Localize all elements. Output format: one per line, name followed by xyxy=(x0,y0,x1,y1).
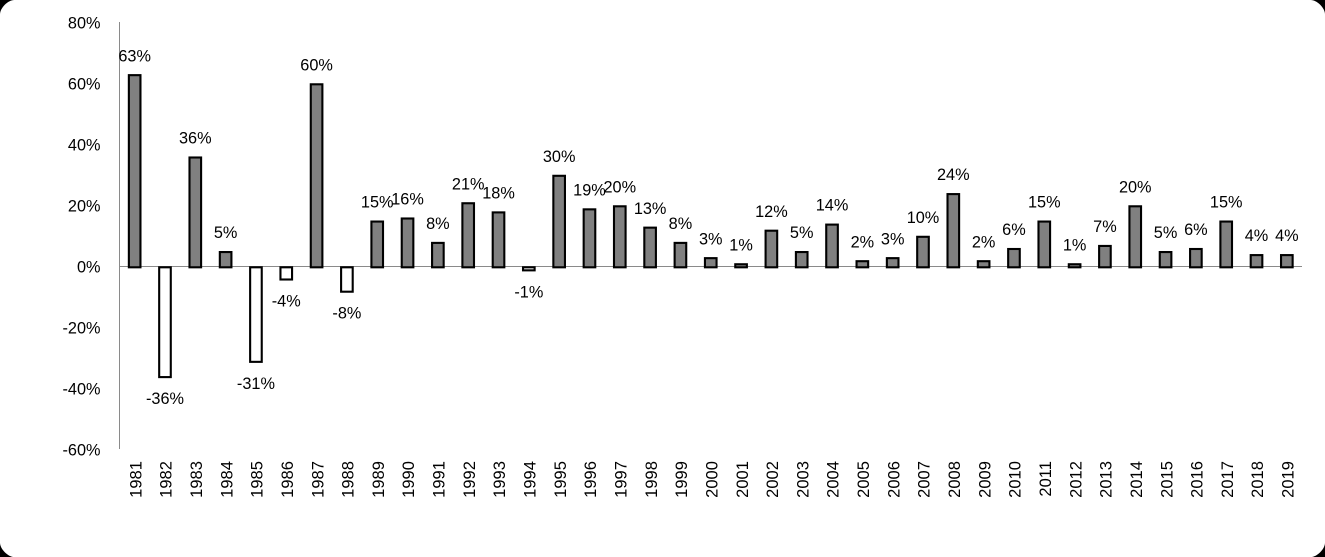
svg-text:1998: 1998 xyxy=(643,461,661,498)
svg-text:1983: 1983 xyxy=(188,461,206,498)
svg-text:16%: 16% xyxy=(391,191,424,209)
svg-text:2009: 2009 xyxy=(976,461,994,498)
svg-text:7%: 7% xyxy=(1093,218,1117,236)
svg-text:13%: 13% xyxy=(634,200,667,218)
svg-text:10%: 10% xyxy=(907,209,940,227)
svg-text:-4%: -4% xyxy=(272,293,301,311)
svg-text:2006: 2006 xyxy=(885,461,903,498)
svg-text:-1%: -1% xyxy=(514,283,543,301)
svg-text:2007: 2007 xyxy=(916,461,934,498)
svg-text:24%: 24% xyxy=(937,166,970,184)
svg-text:60%: 60% xyxy=(300,56,333,74)
svg-text:2011: 2011 xyxy=(1037,461,1055,496)
svg-text:6%: 6% xyxy=(1002,221,1026,239)
svg-text:2002: 2002 xyxy=(764,461,782,498)
svg-text:40%: 40% xyxy=(68,137,101,155)
svg-text:1991: 1991 xyxy=(431,461,449,498)
svg-text:1996: 1996 xyxy=(582,461,600,498)
svg-text:4%: 4% xyxy=(1275,227,1299,245)
svg-text:2015: 2015 xyxy=(1158,461,1176,498)
svg-text:1992: 1992 xyxy=(461,461,479,498)
svg-text:20%: 20% xyxy=(68,198,101,216)
svg-text:12%: 12% xyxy=(755,203,788,221)
svg-text:1993: 1993 xyxy=(491,461,509,498)
svg-text:2018: 2018 xyxy=(1249,461,1267,498)
svg-text:2012: 2012 xyxy=(1067,461,1085,498)
svg-text:15%: 15% xyxy=(1028,194,1061,212)
svg-text:2013: 2013 xyxy=(1098,461,1116,498)
svg-text:-31%: -31% xyxy=(237,375,275,393)
svg-text:1981: 1981 xyxy=(127,461,145,498)
svg-text:19%: 19% xyxy=(573,181,606,199)
svg-text:-8%: -8% xyxy=(332,305,361,323)
svg-text:2019: 2019 xyxy=(1280,461,1298,498)
svg-text:60%: 60% xyxy=(68,76,101,94)
svg-text:30%: 30% xyxy=(543,148,576,166)
svg-text:1986: 1986 xyxy=(279,461,297,498)
svg-text:2003: 2003 xyxy=(794,461,812,498)
svg-text:5%: 5% xyxy=(1154,224,1178,242)
svg-text:1987: 1987 xyxy=(309,461,327,498)
svg-text:2014: 2014 xyxy=(1128,461,1146,498)
svg-text:2%: 2% xyxy=(972,233,996,251)
svg-text:2001: 2001 xyxy=(734,461,752,498)
svg-text:1988: 1988 xyxy=(340,461,358,498)
svg-text:0%: 0% xyxy=(77,259,101,277)
svg-text:1989: 1989 xyxy=(370,461,388,498)
svg-text:-40%: -40% xyxy=(62,381,100,399)
svg-text:2004: 2004 xyxy=(825,461,843,498)
svg-text:1982: 1982 xyxy=(158,461,176,498)
svg-text:-60%: -60% xyxy=(62,442,100,460)
svg-text:3%: 3% xyxy=(699,230,723,248)
svg-text:-36%: -36% xyxy=(146,390,184,408)
svg-text:15%: 15% xyxy=(361,194,394,212)
svg-text:8%: 8% xyxy=(669,215,693,233)
svg-text:3%: 3% xyxy=(881,230,905,248)
svg-text:1999: 1999 xyxy=(673,461,691,498)
svg-text:-20%: -20% xyxy=(62,320,100,338)
svg-text:15%: 15% xyxy=(1210,194,1243,212)
svg-text:5%: 5% xyxy=(790,224,814,242)
svg-text:1985: 1985 xyxy=(249,461,267,498)
svg-text:2%: 2% xyxy=(851,233,875,251)
svg-text:20%: 20% xyxy=(603,178,636,196)
svg-text:80%: 80% xyxy=(68,15,101,33)
svg-text:1%: 1% xyxy=(1063,236,1087,254)
svg-text:2017: 2017 xyxy=(1219,461,1237,498)
svg-text:5%: 5% xyxy=(214,224,238,242)
svg-text:2000: 2000 xyxy=(703,461,721,498)
svg-text:1995: 1995 xyxy=(552,461,570,498)
svg-text:1994: 1994 xyxy=(522,461,540,498)
svg-text:4%: 4% xyxy=(1245,227,1269,245)
svg-text:1%: 1% xyxy=(729,236,753,254)
svg-text:2016: 2016 xyxy=(1189,461,1207,498)
svg-text:63%: 63% xyxy=(118,47,151,65)
svg-text:36%: 36% xyxy=(179,130,212,148)
svg-text:1984: 1984 xyxy=(218,461,236,498)
svg-text:2010: 2010 xyxy=(1007,461,1025,498)
svg-text:1997: 1997 xyxy=(612,461,630,498)
svg-text:2005: 2005 xyxy=(855,461,873,498)
svg-text:20%: 20% xyxy=(1119,178,1152,196)
svg-text:18%: 18% xyxy=(482,185,515,203)
svg-text:6%: 6% xyxy=(1184,221,1208,239)
svg-text:2008: 2008 xyxy=(946,461,964,498)
svg-text:14%: 14% xyxy=(816,197,849,215)
svg-text:1990: 1990 xyxy=(400,461,418,498)
svg-text:21%: 21% xyxy=(452,175,485,193)
svg-text:8%: 8% xyxy=(426,215,450,233)
